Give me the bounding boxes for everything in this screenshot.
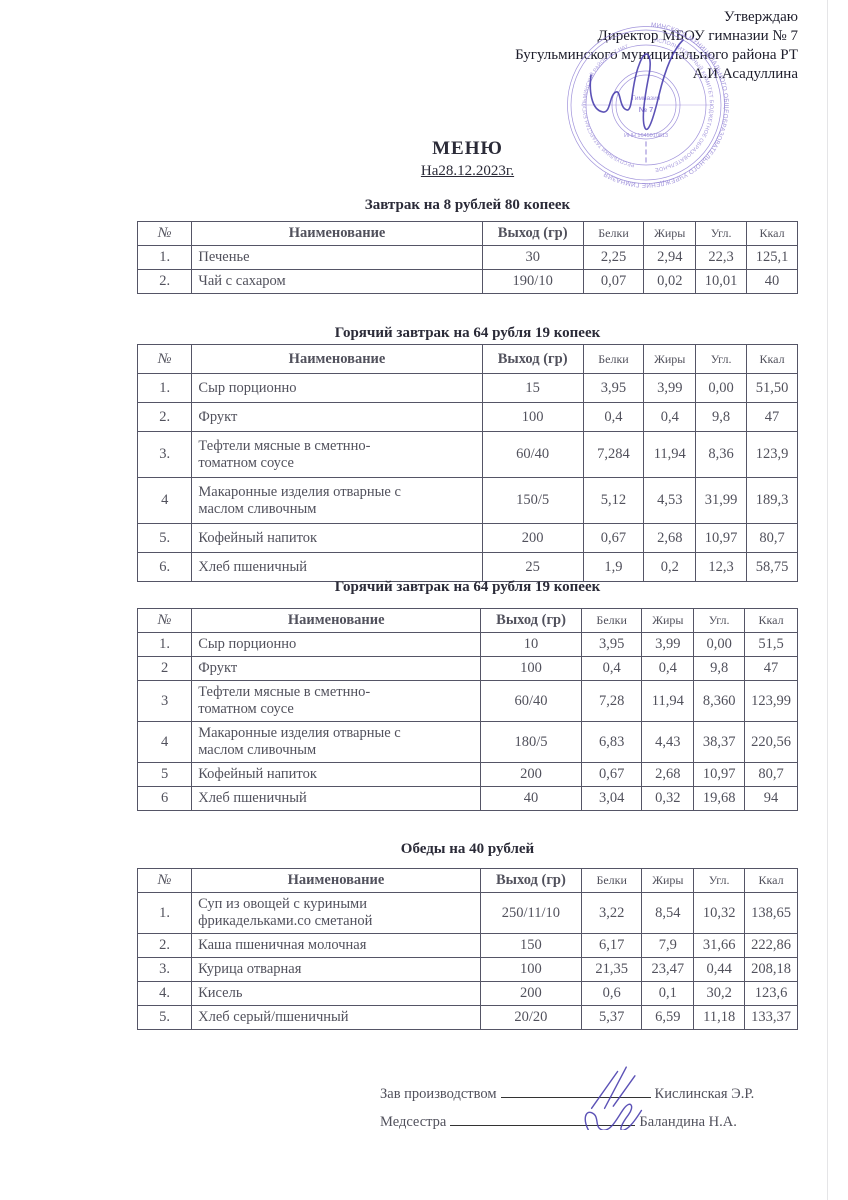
svg-text:ИНН 1645010813: ИНН 1645010813	[624, 133, 668, 139]
svg-text:№ 7: № 7	[639, 105, 654, 114]
svg-text:Гимназия: Гимназия	[632, 95, 661, 102]
